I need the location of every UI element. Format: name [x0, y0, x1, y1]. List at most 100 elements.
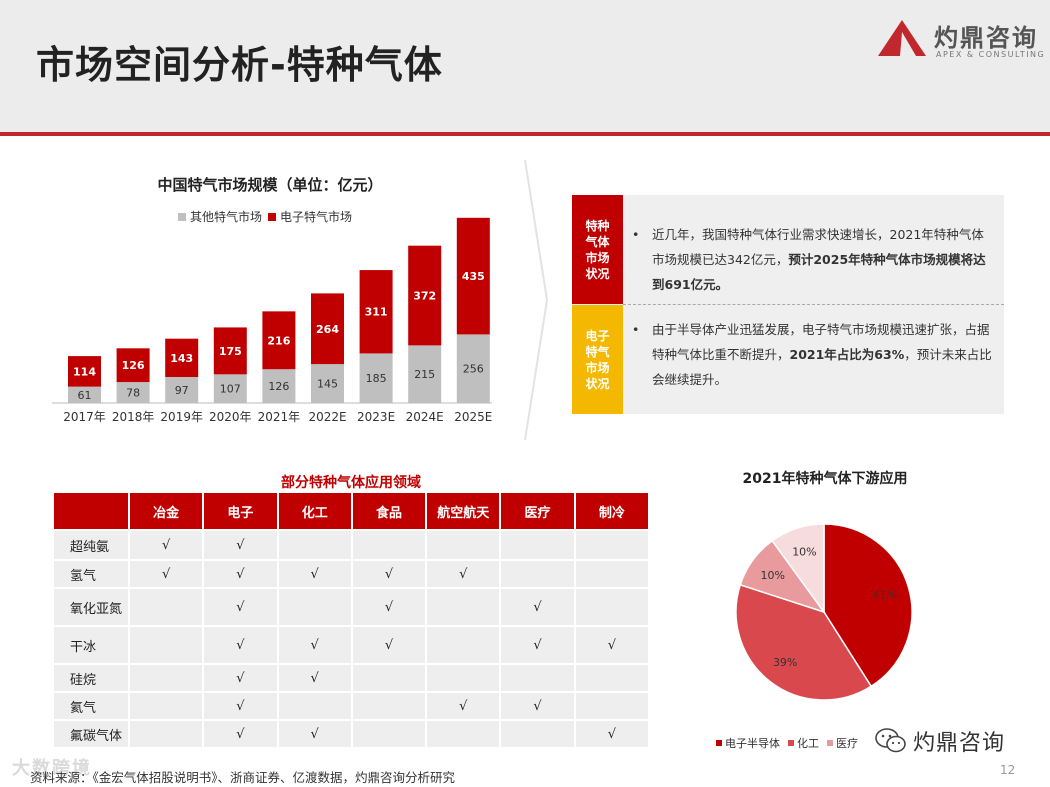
table-row: 氦气 √ √ √: [52, 691, 651, 721]
pie-legend-item: 化工: [788, 735, 819, 751]
legend-item-other: 其他特气市场: [178, 208, 262, 225]
application-cell: [499, 663, 576, 693]
application-cell: √: [350, 587, 428, 627]
pie-legend-swatch: [788, 740, 794, 746]
application-cell: [425, 529, 502, 561]
x-tick-label: 2017年: [63, 410, 106, 424]
pie-legend-item: 电子半导体: [716, 735, 780, 751]
pie-legend-swatch: [827, 740, 833, 746]
bar-electronic: [213, 327, 247, 375]
p2-text: 由于半导体产业迅猛发展，电子特气市场规模迅速扩张，占据特种气体比重不断提升，: [652, 322, 990, 362]
pie-chart-title: 2021年特种气体下游应用: [742, 471, 908, 487]
pie-legend-swatch: [716, 740, 722, 746]
application-cell: [425, 719, 502, 749]
application-cell: √: [499, 587, 576, 627]
source-note: 资料来源：《金宏气体招股说明书》、浙商证券、亿渡数据，灼鼎咨询分析研究: [30, 770, 456, 785]
bar-other: [262, 369, 296, 403]
bullet-dot: •: [632, 227, 640, 242]
pie-value-label: 39%: [773, 656, 797, 669]
bar-electronic: [116, 348, 150, 383]
panel-paragraph-1: • 近几年，我国特种气体行业需求快速增长，2021年特种气体市场规模已达342亿…: [632, 222, 994, 297]
header-divider: [0, 132, 1050, 136]
tag-electronic-gas-market: 电子特气市场状况: [572, 305, 623, 414]
application-cell: √: [573, 719, 651, 749]
legend-label-other: 其他特气市场: [190, 210, 263, 224]
bar-other: [359, 353, 393, 403]
page-number: 12: [1000, 763, 1016, 777]
bar-electronic: [165, 338, 199, 378]
pie-legend-label: 化工: [797, 737, 819, 750]
application-cell: [425, 587, 502, 627]
application-cell: √: [202, 587, 279, 627]
table-header-row: 冶金 电子 化工 食品 航空航天 医疗 制冷: [52, 491, 651, 531]
table-header-cell: 制冷: [573, 491, 651, 531]
table-header-cell: 电子: [202, 491, 279, 531]
application-cell: √: [499, 691, 576, 721]
data-label-other: 61: [78, 389, 92, 402]
table-row: 氢气 √ √ √ √ √: [52, 559, 651, 589]
table-header-cell: 食品: [350, 491, 428, 531]
application-cell: [350, 719, 428, 749]
pie-legend-item: 医疗: [827, 735, 858, 751]
table-header-cell: 化工: [276, 491, 353, 531]
table-row: 超纯氨 √ √: [52, 529, 651, 561]
application-cell: [499, 719, 576, 749]
p1-text: 近几年，我国特种气体行业需求快速增长，2021年特种气体市场规模已达342亿元，: [652, 227, 984, 267]
bar-electronic: [262, 311, 296, 370]
table-row: 干冰 √ √ √ √ √: [52, 625, 651, 665]
application-cell: √: [425, 691, 502, 721]
bar-chart-title: 中国特气市场规模（单位：亿元）: [157, 176, 383, 194]
pie-chart: 41% 39% 10% 10%: [735, 523, 913, 701]
data-label-electronic: 311: [365, 306, 388, 319]
wechat-icon: [875, 728, 906, 753]
pie-legend-label: 电子半导体: [725, 737, 780, 750]
application-cell: [573, 587, 651, 627]
application-cell: √: [202, 625, 279, 665]
data-label-other: 215: [414, 368, 435, 381]
data-label-electronic: 114: [73, 365, 96, 378]
application-cell: [573, 691, 651, 721]
table-row: 氧化亚氮 √ √ √: [52, 587, 651, 627]
panel-paragraph-2: • 由于半导体产业迅猛发展，电子特气市场规模迅速扩张，占据特种气体比重不断提升，…: [632, 317, 994, 392]
tag-special-gas-market: 特种气体市场状况: [572, 195, 623, 304]
header-band: [0, 0, 1050, 132]
logo-name: 灼鼎咨询: [934, 24, 1038, 52]
bar-other: [408, 345, 442, 403]
data-label-electronic: 216: [267, 334, 290, 347]
application-cell: √: [425, 559, 502, 589]
application-cell: √: [127, 559, 205, 589]
pie-slice: [771, 523, 825, 615]
table-header-cell: 医疗: [499, 491, 576, 531]
table-row: 硅烷 √ √: [52, 663, 651, 693]
application-cell: √: [202, 559, 279, 589]
bar-electronic: [311, 293, 344, 365]
info-panel: 特种气体市场状况 电子特气市场状况 • 近几年，我国特种气体行业需求快速增长，2…: [572, 195, 1004, 414]
triangle-logo-icon: [878, 20, 926, 56]
application-cell: [573, 529, 651, 561]
application-cell: [276, 587, 353, 627]
application-cell: [425, 625, 502, 665]
bar-other: [456, 334, 490, 403]
x-tick-label: 2022E: [308, 410, 346, 424]
p1-emphasis: 预计2025年特种气体市场规模将达到691亿元。: [652, 252, 986, 292]
bar-other: [311, 364, 344, 403]
table-header-cell: 冶金: [127, 491, 205, 531]
gas-name-cell: 氢气: [52, 559, 130, 589]
bar-other: [213, 374, 247, 403]
bar-electronic: [456, 217, 490, 335]
data-label-other: 107: [220, 383, 241, 396]
application-cell: [127, 587, 205, 627]
pie-value-label: 10%: [792, 546, 816, 559]
data-label-other: 97: [175, 384, 189, 397]
data-label-electronic: 264: [316, 323, 339, 336]
watermark-text: 灼鼎咨询: [913, 731, 1006, 756]
gas-name-cell: 氧化亚氮: [52, 587, 130, 627]
table-header-cell: [52, 491, 130, 531]
application-cell: [350, 691, 428, 721]
legend-item-electronic: 电子特气市场: [268, 208, 352, 225]
application-cell: √: [573, 625, 651, 665]
application-cell: √: [127, 529, 205, 561]
application-cell: [350, 663, 428, 693]
p2-tail: ，预计未来占比会继续提升。: [652, 347, 992, 387]
data-label-electronic: 372: [413, 290, 436, 303]
